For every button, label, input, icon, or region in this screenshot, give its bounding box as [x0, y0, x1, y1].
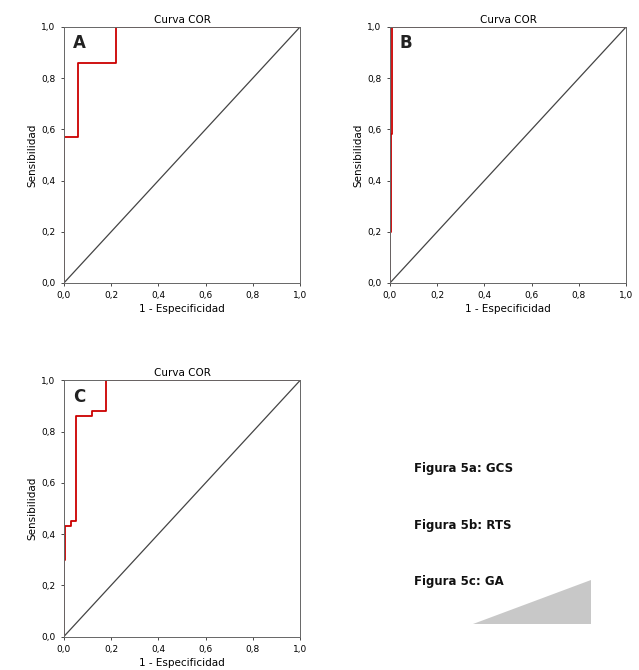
- X-axis label: 1 - Especificidad: 1 - Especificidad: [139, 304, 225, 314]
- Y-axis label: Sensibilidad: Sensibilidad: [27, 123, 37, 186]
- Text: B: B: [399, 34, 412, 52]
- Text: A: A: [73, 34, 86, 52]
- Title: Curva COR: Curva COR: [480, 15, 537, 25]
- X-axis label: 1 - Especificidad: 1 - Especificidad: [465, 304, 551, 314]
- Text: C: C: [73, 388, 86, 406]
- X-axis label: 1 - Especificidad: 1 - Especificidad: [139, 658, 225, 668]
- Title: Curva COR: Curva COR: [153, 15, 210, 25]
- Text: Figura 5c: GA: Figura 5c: GA: [413, 575, 504, 588]
- Polygon shape: [473, 580, 591, 624]
- Y-axis label: Sensibilidad: Sensibilidad: [27, 477, 37, 540]
- Text: Figura 5a: GCS: Figura 5a: GCS: [413, 462, 512, 475]
- Title: Curva COR: Curva COR: [153, 368, 210, 378]
- Text: Figura 5b: RTS: Figura 5b: RTS: [413, 519, 511, 532]
- Y-axis label: Sensibilidad: Sensibilidad: [353, 123, 363, 186]
